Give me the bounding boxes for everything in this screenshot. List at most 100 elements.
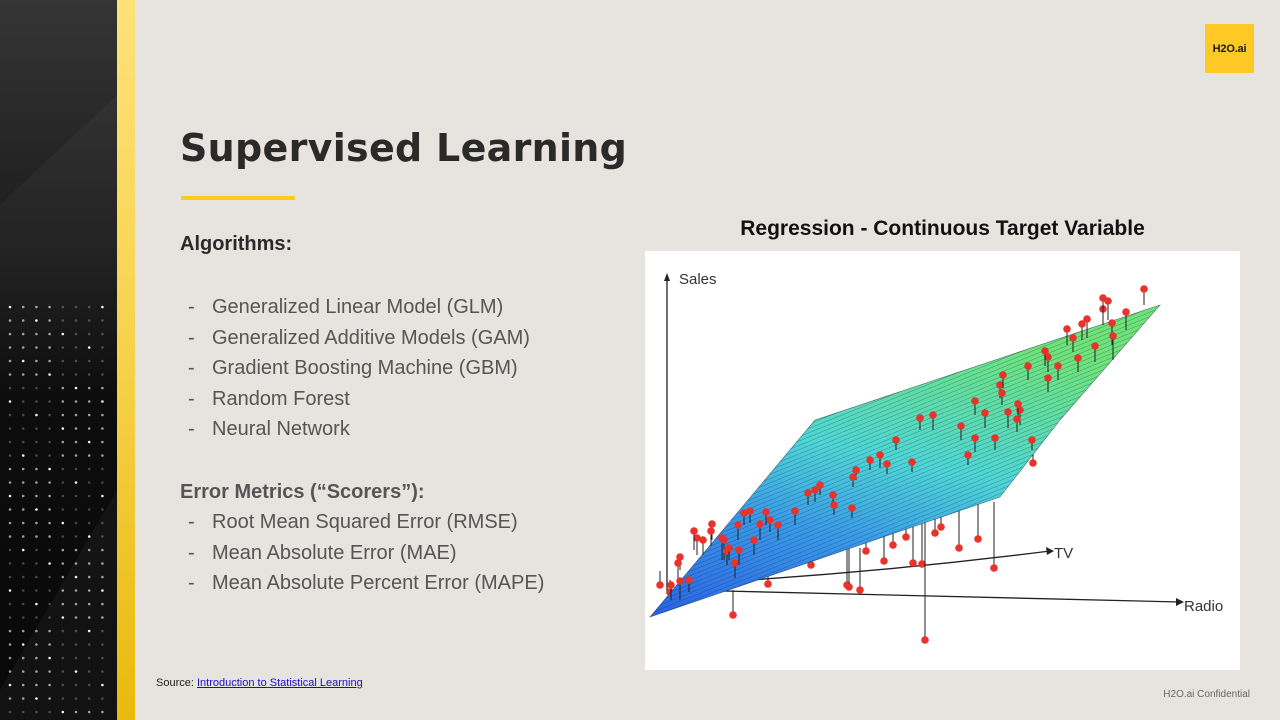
data-point bbox=[656, 581, 664, 589]
data-point bbox=[764, 580, 772, 588]
data-point bbox=[725, 544, 733, 552]
data-point bbox=[1044, 374, 1052, 382]
algorithms-list: - Generalized Linear Model (GLM) - General… bbox=[188, 292, 530, 445]
list-item: - Generalized Additive Models (GAM) bbox=[188, 326, 530, 349]
data-point bbox=[735, 546, 743, 554]
data-point bbox=[1063, 325, 1071, 333]
list-item: - Generalized Linear Model (GLM) bbox=[188, 296, 504, 318]
data-point bbox=[1004, 408, 1012, 416]
data-point bbox=[774, 521, 782, 529]
data-point bbox=[804, 489, 812, 497]
page-title: Supervised Learning bbox=[180, 126, 628, 170]
data-point bbox=[1044, 353, 1052, 361]
data-point bbox=[1140, 285, 1148, 293]
data-point bbox=[693, 534, 701, 542]
data-point bbox=[816, 481, 824, 489]
data-point bbox=[852, 466, 860, 474]
error-metrics-heading: Error Metrics (“Scorers”): bbox=[180, 481, 425, 503]
data-point bbox=[746, 507, 754, 515]
data-point bbox=[1083, 315, 1091, 323]
data-point bbox=[667, 581, 675, 589]
data-point bbox=[1122, 308, 1130, 316]
data-point bbox=[957, 422, 965, 430]
radio-axis-arrow-icon bbox=[1176, 598, 1184, 606]
data-point bbox=[1041, 347, 1049, 355]
list-item: - Mean Absolute Percent Error (MAPE) bbox=[188, 572, 545, 594]
data-point bbox=[811, 486, 819, 494]
figure-title: Regression - Continuous Target Variable bbox=[740, 217, 1145, 240]
data-point bbox=[845, 583, 853, 591]
data-point bbox=[971, 397, 979, 405]
data-point bbox=[1078, 320, 1086, 328]
observations-above-plane bbox=[667, 285, 1148, 600]
data-point bbox=[708, 520, 716, 528]
data-point bbox=[830, 501, 838, 509]
data-point bbox=[699, 536, 707, 544]
data-point bbox=[674, 559, 682, 567]
data-point bbox=[902, 533, 910, 541]
data-point bbox=[740, 509, 748, 517]
tv-axis-label: TV bbox=[1054, 545, 1074, 562]
list-item: - Mean Absolute Error (MAE) bbox=[188, 541, 457, 564]
data-point bbox=[685, 576, 693, 584]
data-point bbox=[998, 389, 1006, 397]
data-point bbox=[916, 414, 924, 422]
data-point bbox=[1024, 362, 1032, 370]
data-point bbox=[909, 559, 917, 567]
data-point bbox=[848, 504, 856, 512]
data-point bbox=[676, 577, 684, 585]
data-point bbox=[762, 508, 770, 516]
data-point bbox=[1091, 342, 1099, 350]
data-point bbox=[862, 547, 870, 555]
data-point bbox=[1013, 415, 1021, 423]
data-point bbox=[750, 536, 758, 544]
source-link[interactable]: Introduction to Statistical Learning bbox=[196, 677, 363, 689]
list-item: - Root Mean Squared Error (RMSE) bbox=[188, 511, 518, 533]
algorithms-heading: Algorithms: bbox=[180, 233, 293, 255]
data-point bbox=[990, 564, 998, 572]
error-metrics-list: - Root Mean Squared Error (RMSE) - Mean Ab… bbox=[188, 507, 544, 599]
sales-axis-arrow-icon bbox=[664, 273, 670, 281]
data-point bbox=[1099, 294, 1107, 302]
data-point bbox=[856, 586, 864, 594]
data-point bbox=[880, 557, 888, 565]
data-point bbox=[1074, 354, 1082, 362]
data-point bbox=[734, 521, 742, 529]
data-point bbox=[889, 541, 897, 549]
data-point bbox=[807, 561, 815, 569]
accent-strip bbox=[117, 0, 135, 720]
data-point bbox=[729, 611, 737, 619]
sales-axis-label: Sales bbox=[679, 271, 717, 288]
data-point bbox=[866, 456, 874, 464]
data-point bbox=[1069, 334, 1077, 342]
data-point bbox=[955, 544, 963, 552]
list-item: - Random Forest bbox=[188, 387, 350, 410]
data-point bbox=[676, 553, 684, 561]
data-point bbox=[731, 559, 739, 567]
data-point bbox=[791, 507, 799, 515]
radio-axis-line bbox=[723, 590, 1181, 603]
data-point bbox=[1028, 436, 1036, 444]
h2o-logo: H2O.ai bbox=[1205, 24, 1254, 73]
data-point bbox=[964, 451, 972, 459]
data-point bbox=[1029, 459, 1037, 467]
list-item: - Gradient Boosting Machine (GBM) bbox=[188, 357, 518, 379]
diagonal-shading bbox=[0, 490, 117, 720]
data-point bbox=[999, 371, 1007, 379]
data-point bbox=[690, 527, 698, 535]
decorative-side-panel bbox=[0, 0, 117, 720]
radio-axis-label: Radio bbox=[1184, 598, 1224, 615]
data-point bbox=[991, 434, 999, 442]
data-point bbox=[876, 451, 884, 459]
data-point bbox=[996, 381, 1004, 389]
data-point bbox=[1109, 332, 1117, 340]
data-point bbox=[892, 436, 900, 444]
data-point bbox=[766, 516, 774, 524]
axes bbox=[664, 273, 1184, 606]
data-point bbox=[720, 536, 728, 544]
data-point bbox=[918, 560, 926, 568]
source-citation: Source: Introduction to Statistical Lear… bbox=[156, 677, 363, 689]
regression-3d-figure: Sales TV Radio bbox=[645, 251, 1240, 670]
data-point bbox=[908, 458, 916, 466]
data-point bbox=[883, 460, 891, 468]
